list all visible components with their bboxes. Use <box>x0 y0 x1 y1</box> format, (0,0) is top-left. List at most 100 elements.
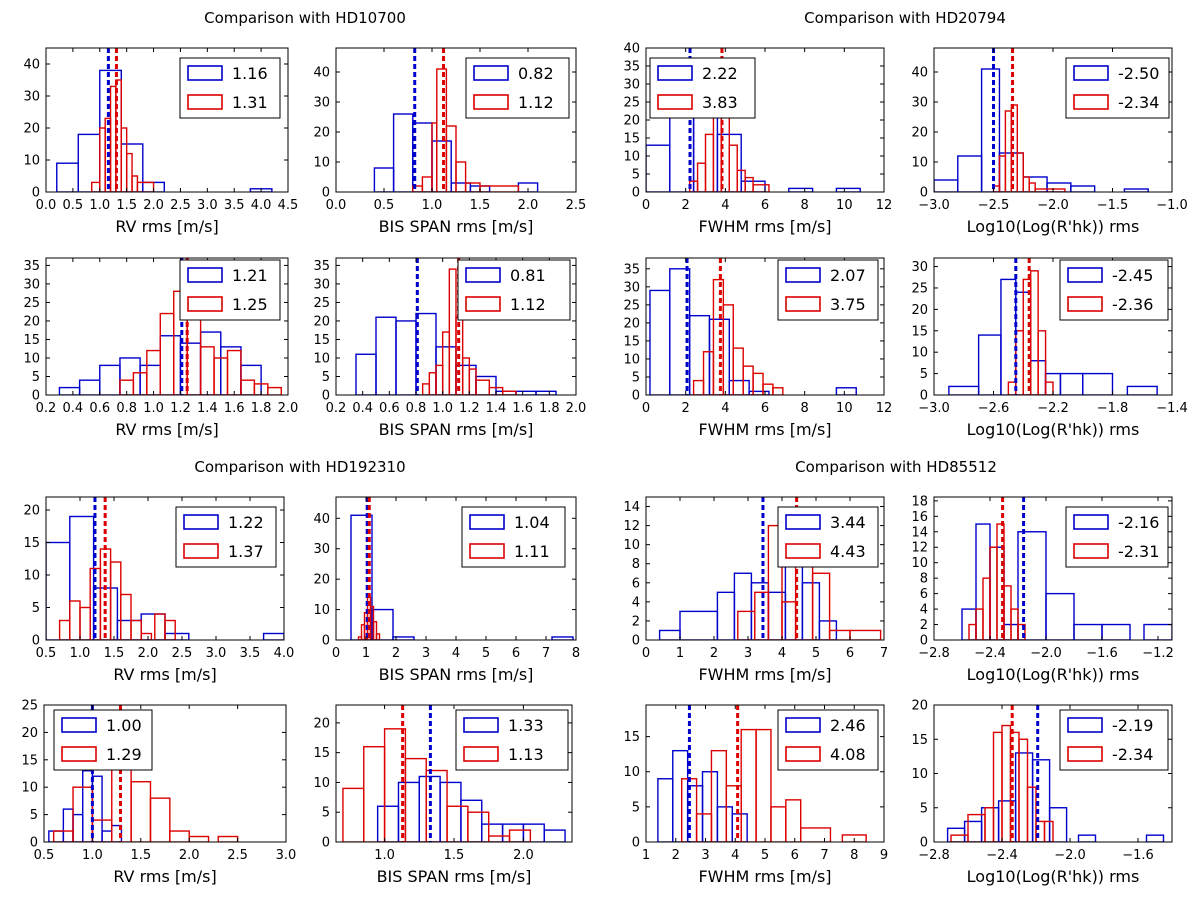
x-tick-label: −3.0 <box>918 198 950 213</box>
legend: 1.21 1.25 <box>179 259 281 321</box>
histogram-bar-red <box>722 304 734 395</box>
x-tick-label: 0.6 <box>379 401 400 416</box>
legend-box <box>777 709 879 771</box>
histogram-panel: 0.5 1.0 1.5 2.0 2.5 3.0 3.5 4.0 0 5 10 15 20 RV rms [… <box>23 496 294 684</box>
histogram-bar-red <box>125 152 133 192</box>
histogram-bar-red <box>154 613 166 640</box>
histogram-bar-blue <box>716 591 736 640</box>
legend-swatch-blue <box>1073 65 1109 81</box>
group-title-hd10700: Comparison with HD10700 <box>204 9 406 27</box>
legend-swatch-red <box>469 543 505 559</box>
histogram-bar-blue <box>119 357 141 395</box>
y-tick-label: 15 <box>623 132 640 147</box>
x-tick-label: −2.2 <box>1037 401 1069 416</box>
x-tick-label: 3 <box>422 646 430 661</box>
histogram-bar-blue <box>977 334 1002 395</box>
histogram-bar-blue <box>515 390 537 395</box>
y-tick-label: 15 <box>623 334 640 349</box>
y-tick-label: 25 <box>21 699 38 714</box>
histogram-bar-red <box>69 600 81 640</box>
histogram-bar-blue <box>708 318 730 395</box>
y-tick-label: 8 <box>632 557 640 572</box>
legend-swatch-blue <box>1067 717 1103 733</box>
histogram-bar-blue <box>48 830 65 842</box>
legend-swatch-blue <box>473 65 509 81</box>
x-tick-label: 0.8 <box>406 401 427 416</box>
legend-swatch-red <box>785 543 821 559</box>
x-tick-label: 5 <box>482 646 490 661</box>
y-tick-label: 15 <box>623 730 640 745</box>
legend-box <box>179 57 281 119</box>
histogram-bar-blue <box>658 629 681 640</box>
x-tick-label: 0 <box>642 646 650 661</box>
legend-label-blue: -2.45 <box>1112 266 1153 285</box>
y-tick-label: 5 <box>32 370 40 385</box>
y-tick-label: 0 <box>322 389 330 404</box>
y-tick-label: 14 <box>911 525 928 540</box>
legend-box <box>457 259 571 321</box>
histogram-bar-blue <box>475 375 497 395</box>
histogram-bar-red <box>72 786 94 842</box>
histogram-bar-red <box>508 829 532 842</box>
histogram-bar-red <box>131 175 139 192</box>
histogram-bar-blue <box>72 813 84 842</box>
histogram-bar-red <box>120 127 128 192</box>
histogram-panel: 0.2 0.4 0.6 0.8 1.0 1.2 1.4 1.6 1.8 2.0 0 5 10 15 20 25… <box>313 257 586 439</box>
x-tick-label: 1.5 <box>444 848 465 863</box>
x-tick-label: −2.0 <box>1054 848 1086 863</box>
histogram-panel: 0 1 2 3 4 5 6 7 8 0 10 20 30 40 BIS SPAN rms [m/s] 1.04… <box>313 496 580 684</box>
y-tick-label: 15 <box>313 746 330 761</box>
legend-swatch-red <box>187 296 223 312</box>
y-tick-label: 0 <box>32 634 40 649</box>
x-tick-label: 2.0 <box>513 848 534 863</box>
histogram-bar-red <box>99 127 106 192</box>
x-tick-label: 1.2 <box>459 401 480 416</box>
histogram-bar-red <box>169 830 190 842</box>
histogram-bar-red <box>1018 738 1029 842</box>
y-tick-label: 20 <box>23 122 40 137</box>
histogram-bar-blue <box>716 806 733 842</box>
x-tick-label: −2.6 <box>978 401 1010 416</box>
histogram-bar-red <box>811 572 831 640</box>
histogram-bar-red <box>130 619 142 640</box>
y-tick-label: 40 <box>623 42 640 57</box>
x-tick-label: 4 <box>721 401 729 416</box>
legend-label-blue: 2.07 <box>830 266 866 285</box>
x-tick-label: 2 <box>672 848 680 863</box>
x-axis-label: FWHM rms [m/s] <box>698 217 831 236</box>
y-tick-label: 10 <box>623 352 640 367</box>
histogram-bar-red <box>1029 270 1039 395</box>
x-tick-label: 1.5 <box>470 198 491 213</box>
histogram-bar-blue <box>1073 623 1103 640</box>
legend-swatch-blue <box>61 717 97 733</box>
histogram-bar-red <box>441 331 451 395</box>
histogram-bar-red <box>984 807 995 842</box>
histogram-bar-red <box>363 746 386 842</box>
x-tick-label: 2.5 <box>170 198 191 213</box>
histogram-bar-red <box>159 312 175 395</box>
legend-box <box>649 57 756 119</box>
x-tick-label: 1.8 <box>251 401 272 416</box>
histogram-panel: −2.8 −2.4 −2.0 −1.6 0 5 10 15 20 Log10(Log(R'hk))… <box>911 699 1173 886</box>
y-tick-label: 30 <box>911 260 928 275</box>
histogram-bar-red <box>421 383 431 395</box>
histogram-bar-blue <box>1123 188 1149 192</box>
histogram-bar-red <box>149 797 171 842</box>
y-tick-label: 2 <box>920 618 928 633</box>
y-tick-label: 0 <box>632 186 640 201</box>
y-tick-label: 10 <box>23 569 40 584</box>
y-tick-label: 35 <box>623 262 640 277</box>
y-tick-label: 0 <box>30 836 38 851</box>
histogram-bar-blue <box>801 582 821 640</box>
histogram-bar-red <box>1028 182 1036 192</box>
histogram-bar-red <box>702 351 715 395</box>
y-tick-label: 20 <box>911 303 928 318</box>
histogram-bar-red <box>428 372 437 395</box>
histogram-bar-blue <box>1000 278 1017 395</box>
x-tick-label: 2.5 <box>172 646 193 661</box>
histogram-bar-red <box>1022 176 1030 192</box>
y-tick-label: 0 <box>920 634 928 649</box>
y-tick-label: 10 <box>313 351 330 366</box>
legend-label-red: 1.12 <box>510 295 546 314</box>
x-tick-label: 7 <box>820 848 828 863</box>
